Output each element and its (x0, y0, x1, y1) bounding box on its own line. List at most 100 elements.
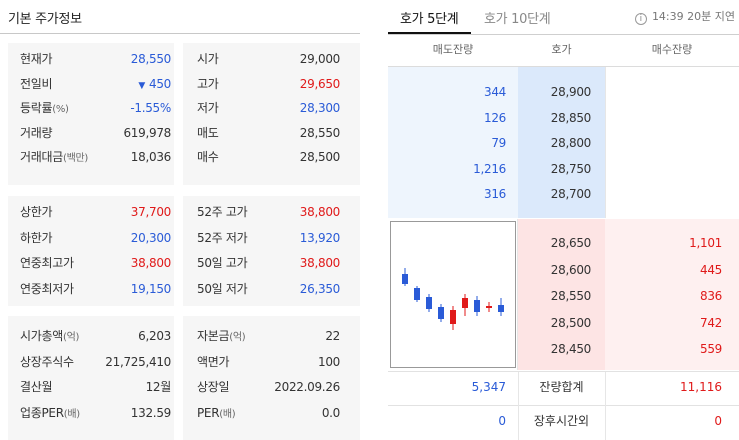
info-label: 액면가 (197, 354, 230, 369)
info-value: 132.59 (130, 405, 172, 420)
company-info-block: 시가총액(억) 6,203 자본금(억) 22 상장주식수 21,725,410 액면가 10… (8, 316, 360, 440)
column-gap (174, 43, 183, 185)
ask-price[interactable]: 28,900 (550, 85, 592, 99)
ask-price[interactable]: 28,700 (550, 187, 592, 201)
info-label: 시가 (197, 52, 219, 66)
info-label: 거래대금(백만) (20, 150, 88, 164)
info-label: 상한가 (20, 205, 53, 219)
active-tab-indicator (388, 32, 471, 34)
info-value: 18,036 (130, 150, 172, 164)
column-gap (174, 196, 183, 306)
info-label: 매도 (197, 125, 219, 140)
info-row: 상한가 37,700 52주 고가 38,800 (8, 200, 360, 224)
info-label: 등락률(%) (20, 101, 69, 115)
info-label: 52주 저가 (197, 230, 248, 245)
info-value: 19,150 (130, 281, 172, 296)
header-price: 호가 (551, 43, 572, 56)
total-ask-volume: 5,347 (471, 380, 506, 394)
info-value: 6,203 (138, 329, 171, 343)
ask-price[interactable]: 28,750 (550, 161, 592, 176)
info-value: 100 (317, 354, 340, 369)
ask-volume: 344 (483, 85, 506, 99)
ask-volume: 79 (491, 136, 506, 150)
range-info-block: 상한가 37,700 52주 고가 38,800 하한가 20,300 52주 저가 13,9… (8, 196, 360, 306)
info-value: 38,800 (130, 256, 172, 270)
info-label: 52주 고가 (197, 205, 248, 219)
info-row: 하한가 20,300 52주 저가 13,920 (8, 226, 360, 250)
candle (486, 306, 492, 308)
after-hours-bid-volume: 0 (714, 414, 722, 428)
info-label: 자본금(억) (197, 329, 246, 343)
info-value: 13,920 (299, 230, 341, 245)
divider (0, 33, 360, 34)
bid-price[interactable]: 28,650 (550, 236, 592, 250)
candle (402, 274, 408, 284)
panel-title: 기본 주가정보 (8, 12, 82, 27)
info-label: 고가 (197, 76, 219, 91)
bid-price[interactable]: 28,600 (550, 262, 592, 277)
info-row: 업종PER(배) 132.59 PER(배) 0.0 (8, 401, 360, 425)
bid-volume-area (605, 219, 739, 370)
info-value: 29,000 (299, 52, 341, 66)
ask-volume-area (388, 67, 518, 218)
divider (518, 372, 519, 440)
info-label: 연중최고가 (20, 256, 74, 270)
info-label: 현재가 (20, 52, 53, 66)
info-value: 28,300 (299, 101, 341, 115)
delay-info: i 14:39 20분 지연 (634, 8, 735, 25)
ask-volume: 1,216 (473, 161, 506, 176)
info-value: 20,300 (130, 230, 172, 245)
after-hours-ask-volume: 0 (498, 414, 506, 428)
info-value: 0.0 (321, 405, 340, 420)
bid-price[interactable]: 28,550 (550, 289, 592, 303)
header-ask-volume: 매도잔량 (432, 43, 474, 56)
info-value: 12월 (145, 380, 172, 394)
divider (388, 66, 739, 67)
candlestick-chart-svg (402, 268, 504, 330)
info-label: 하한가 (20, 230, 53, 245)
candle (414, 288, 420, 300)
info-value: 28,550 (299, 125, 341, 140)
info-label: 상장일 (197, 380, 230, 394)
bid-price[interactable]: 28,500 (550, 315, 592, 330)
info-value: 21,725,410 (105, 354, 171, 369)
info-label: 거래량 (20, 125, 53, 140)
info-label: 업종PER(배) (20, 405, 80, 420)
tab-5-levels[interactable]: 호가 5단계 (400, 12, 459, 27)
total-label: 잔량합계 (539, 380, 584, 394)
order-book-tabs: 호가 5단계 호가 10단계 i 14:39 20분 지연 (388, 0, 739, 34)
info-value: 28,500 (299, 150, 341, 164)
info-row: 연중최고가 38,800 50일 고가 38,800 (8, 251, 360, 275)
info-value: -1.55% (130, 101, 171, 115)
info-label: PER(배) (197, 405, 236, 420)
info-label: 상장주식수 (20, 354, 74, 369)
info-label: 연중최저가 (20, 281, 74, 296)
bid-volume: 559 (699, 342, 722, 356)
info-row: 전일비 ▼ 450 고가 29,650 (8, 72, 360, 96)
bid-price[interactable]: 28,450 (550, 342, 592, 356)
ask-price[interactable]: 28,800 (550, 136, 592, 150)
candle (474, 300, 480, 312)
info-row: 연중최저가 19,150 50일 저가 26,350 (8, 277, 360, 301)
ask-volume: 316 (483, 187, 506, 201)
info-label: 50일 고가 (197, 256, 248, 270)
info-row: 결산월 12월 상장일 2022.09.26 (8, 375, 360, 399)
ask-price[interactable]: 28,850 (550, 110, 592, 125)
info-label: 시가총액(억) (20, 329, 80, 343)
divider (605, 372, 606, 440)
info-circle-icon[interactable]: i (634, 13, 647, 25)
info-row: 거래대금(백만) 18,036 매수 28,500 (8, 145, 360, 169)
info-row: 거래량 619,978 매도 28,550 (8, 121, 360, 145)
price-info-block: 현재가 28,550 시가 29,000 전일비 ▼ 450 고가 29,650 등락률(%) -1… (8, 43, 360, 185)
order-book-panel: 호가 5단계 호가 10단계 i 14:39 20분 지연 매도잔량 호가 매수잔… (388, 0, 739, 440)
info-value: 38,800 (299, 205, 341, 219)
column-gap (174, 316, 183, 440)
tab-10-levels[interactable]: 호가 10단계 (484, 12, 551, 27)
bid-price-area (518, 219, 605, 370)
info-row: 등락률(%) -1.55% 저가 28,300 (8, 96, 360, 120)
ask-price-area (518, 67, 605, 218)
info-value: 37,700 (130, 205, 172, 219)
candle (426, 297, 432, 309)
divider (605, 67, 606, 218)
delay-text: 14:39 20분 지연 (651, 10, 735, 23)
